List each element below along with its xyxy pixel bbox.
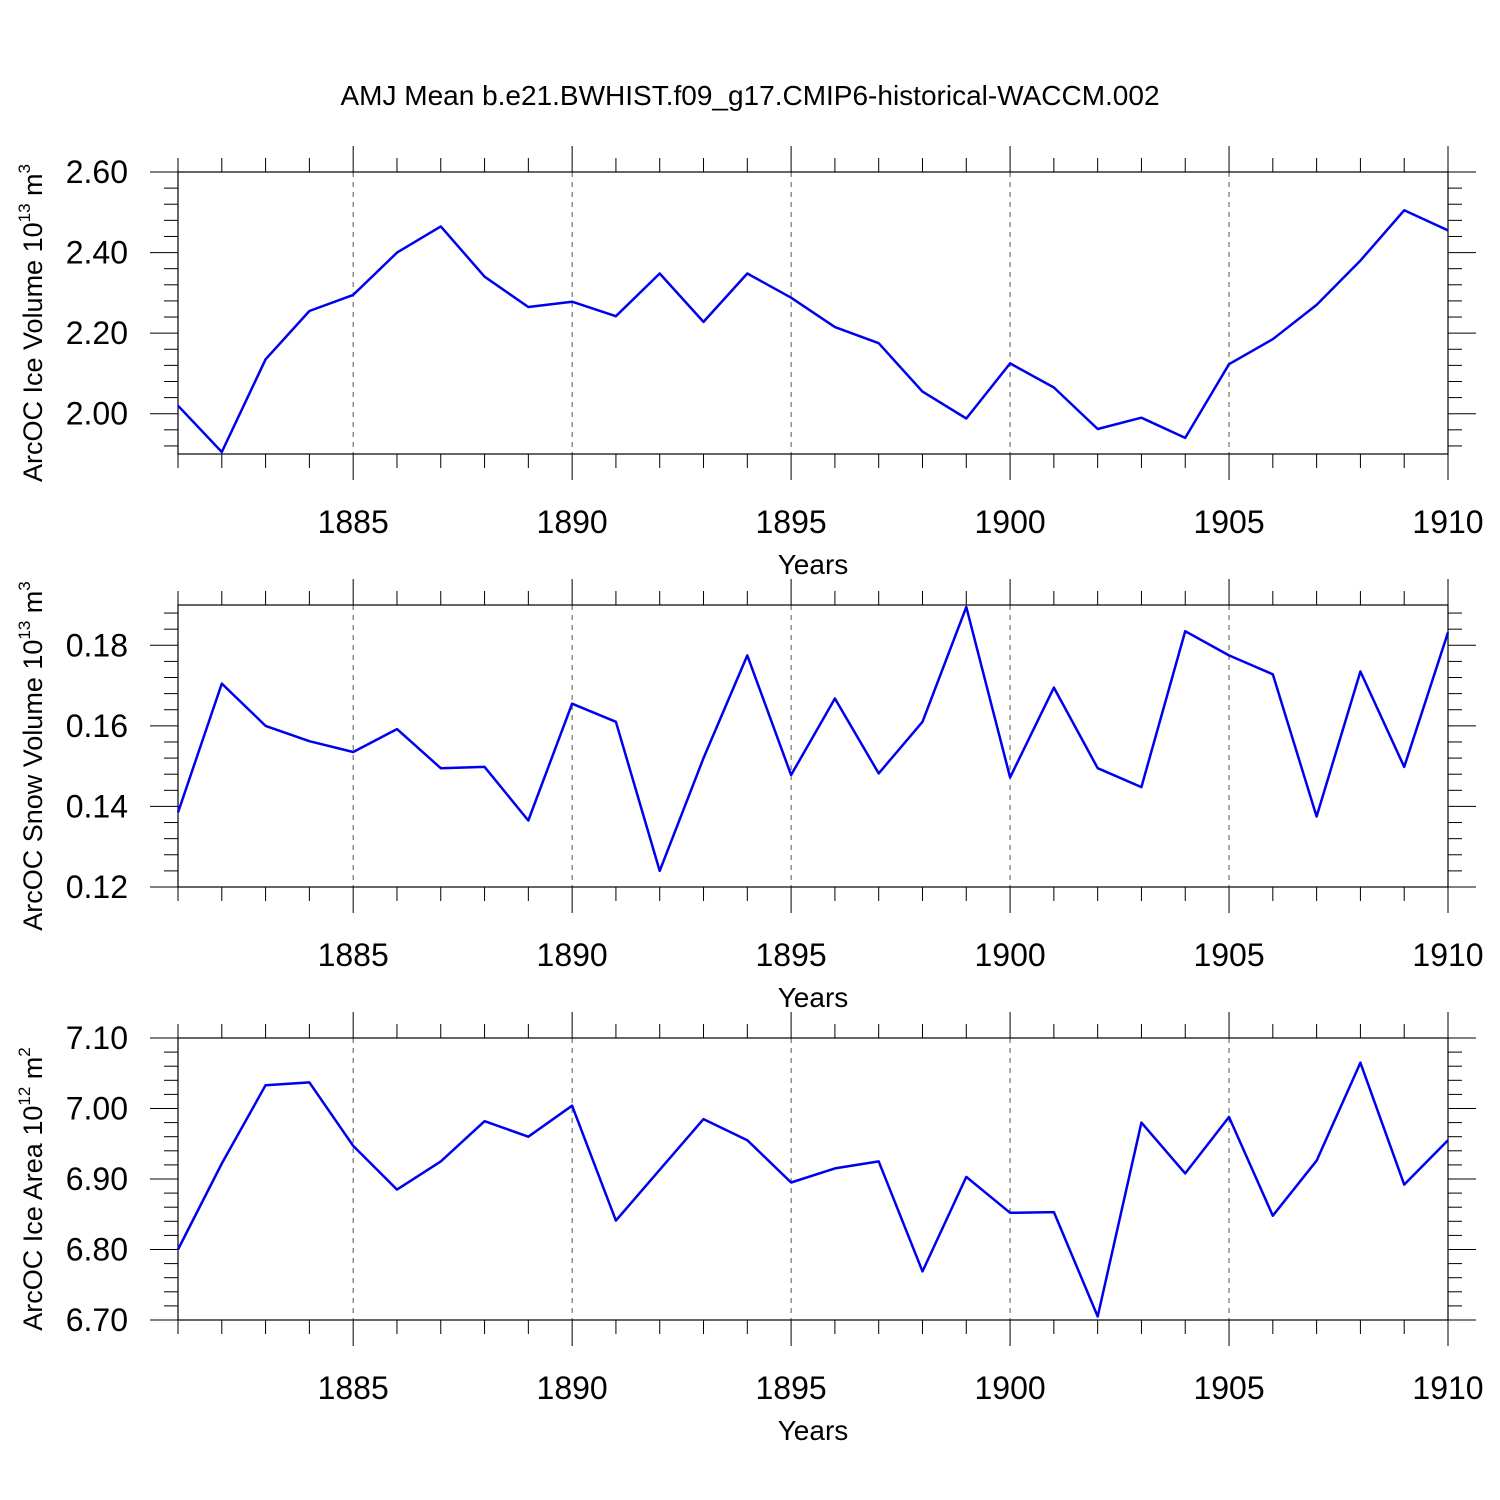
x-tick-label: 1890 [537, 937, 608, 973]
series-line [176, 605, 1450, 873]
x-tick-label: 1910 [1412, 937, 1483, 973]
chart-panel-3: 6.70 6.80 6.90 7.00 7.10 1885 1890 1895 1900 1905… [15, 1012, 1484, 1446]
y-axis-label-text: ArcOC Snow Volume 10 [18, 640, 48, 931]
plot-frame [177, 1037, 1449, 1321]
y-axis-label-text: ArcOC Ice Area 10 [18, 1106, 48, 1331]
y-axis-label-unit-exponent: 3 [15, 164, 34, 173]
y-axis-label-unit-exponent: 3 [15, 581, 34, 590]
y-axis-label-unit: m [18, 1057, 48, 1087]
x-tick-label: 1895 [756, 504, 827, 540]
y-tick-label: 7.00 [66, 1091, 128, 1127]
y-axis-label-exponent: 13 [15, 203, 34, 222]
x-tick-label: 1905 [1193, 1370, 1264, 1406]
x-tick-label: 1895 [756, 1370, 827, 1406]
y-axis-label: ArcOC Ice Area 1012 m2 [15, 1047, 48, 1331]
y-axis-label: ArcOC Snow Volume 1013 m3 [15, 581, 48, 931]
y-tick-label: 0.18 [66, 627, 128, 663]
series-line [177, 209, 1449, 454]
x-tick-label: 1905 [1193, 937, 1264, 973]
x-tick-label: 1890 [537, 504, 608, 540]
series-line [176, 1061, 1449, 1318]
y-axis-label-unit: m [18, 591, 48, 621]
y-tick-label: 7.10 [66, 1020, 128, 1056]
y-axis-label-exponent: 12 [15, 1087, 34, 1106]
y-tick-label: 2.40 [66, 235, 128, 271]
x-tick-label: 1895 [756, 937, 827, 973]
y-axis-label-exponent: 13 [15, 621, 34, 640]
chart-panel-1: 2.00 2.20 2.40 2.60 1885 1890 1895 1900 1905 1910… [15, 146, 1484, 580]
y-tick-label: 6.90 [66, 1161, 128, 1197]
y-tick-label: 6.70 [66, 1302, 128, 1338]
y-tick-label: 0.14 [66, 788, 128, 824]
chart-title: AMJ Mean b.e21.BWHIST.f09_g17.CMIP6-hist… [340, 80, 1159, 111]
y-tick-label: 0.16 [66, 708, 128, 744]
x-tick-label: 1890 [537, 1370, 608, 1406]
chart-panel-2: 0.12 0.14 0.16 0.18 1885 1890 1895 1900 1905 1910… [15, 579, 1484, 1013]
plot-frame [177, 171, 1449, 455]
y-tick-label: 0.12 [66, 869, 128, 905]
x-tick-label: 1910 [1412, 1370, 1483, 1406]
x-tick-label: 1885 [318, 504, 389, 540]
y-axis-label-text: ArcOC Ice Volume 10 [18, 222, 48, 482]
x-tick-label: 1910 [1412, 504, 1483, 540]
x-axis-label: Years [778, 1415, 849, 1446]
x-tick-label: 1900 [974, 937, 1045, 973]
x-tick-label: 1885 [318, 937, 389, 973]
x-axis-label: Years [778, 982, 849, 1013]
y-axis-label: ArcOC Ice Volume 1013 m3 [15, 164, 48, 482]
x-tick-label: 1900 [974, 1370, 1045, 1406]
x-tick-label: 1885 [318, 1370, 389, 1406]
y-tick-label: 2.60 [66, 154, 128, 190]
x-axis-label: Years [778, 549, 849, 580]
x-tick-label: 1905 [1193, 504, 1264, 540]
y-tick-label: 2.00 [66, 396, 128, 432]
y-tick-label: 2.20 [66, 315, 128, 351]
x-tick-label: 1900 [974, 504, 1045, 540]
y-axis-label-unit-exponent: 2 [15, 1047, 34, 1056]
y-tick-label: 6.80 [66, 1232, 128, 1268]
plot-frame [177, 604, 1449, 888]
y-axis-label-unit: m [18, 173, 48, 203]
